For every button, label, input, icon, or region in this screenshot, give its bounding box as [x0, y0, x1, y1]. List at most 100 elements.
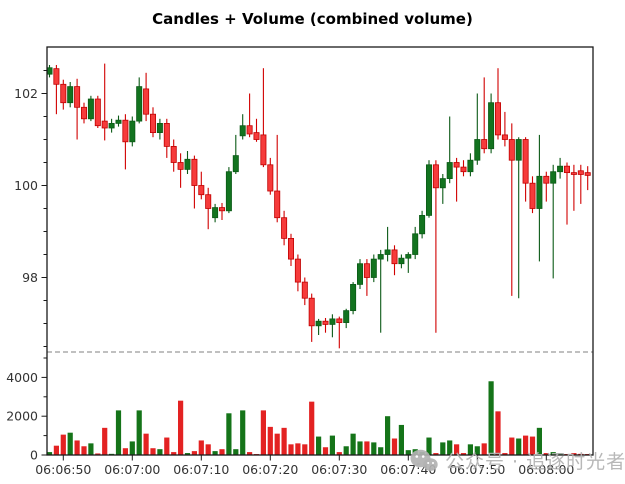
candle-body [494, 102, 501, 136]
volume-bar [523, 435, 529, 455]
candle-body [94, 98, 101, 127]
volume-bar [53, 445, 59, 455]
volume-bar [516, 438, 522, 455]
volume-bar [460, 453, 467, 455]
candle-body [432, 164, 439, 189]
volume-bar [447, 440, 453, 455]
candle-body [564, 165, 571, 174]
volume-bar [198, 440, 204, 455]
volume-bar [74, 440, 80, 455]
volume-bar [488, 381, 494, 455]
candle-body [522, 139, 529, 184]
volume-tick-label: 2000 [6, 409, 38, 424]
volume-bar [426, 437, 432, 455]
volume-bar [412, 449, 418, 455]
volume-bar [247, 452, 253, 455]
volume-bar [129, 441, 135, 455]
volume-bar [164, 437, 170, 455]
candle-body [439, 178, 446, 189]
candle-body [391, 249, 398, 265]
plot-border [46, 46, 594, 456]
volume-bar [343, 446, 349, 455]
volume-bar [571, 453, 577, 455]
candle-body [212, 207, 219, 219]
candle-body [115, 119, 122, 124]
candle-body [184, 158, 191, 170]
candle-body [474, 139, 481, 161]
volume-tick-label: 4000 [6, 370, 38, 385]
candle-body [67, 86, 74, 104]
candle-body [198, 185, 205, 196]
volume-bar [267, 426, 273, 455]
volume-bar [219, 449, 225, 455]
candle-body [274, 190, 281, 219]
volume-bar [260, 410, 266, 455]
x-tick-label: 06:07:20 [242, 462, 298, 477]
volume-bar [529, 436, 536, 455]
volume-bar [309, 401, 315, 455]
candle-body [101, 120, 108, 129]
candles [46, 63, 591, 349]
volume-bar [88, 443, 94, 455]
candle-body [218, 207, 225, 212]
candle-body [405, 254, 412, 259]
candle-body [550, 171, 557, 184]
candle-body [122, 119, 129, 143]
candle-body [81, 106, 88, 120]
candle-body [170, 145, 177, 163]
axes: 102 100 98 4000 2000 006:06:50 06:07:00 06:07:1… [6, 70, 574, 477]
volume-bar [102, 427, 108, 455]
candle-body [136, 86, 143, 122]
candle-body [336, 318, 343, 323]
candle-body [536, 175, 543, 209]
volume-bar [316, 436, 322, 455]
candle-body [232, 155, 239, 173]
candle-body [384, 249, 391, 255]
candle-body [370, 258, 377, 278]
volume-bar [550, 452, 556, 455]
volume-bar [136, 410, 142, 455]
volume-bar [60, 434, 66, 455]
candle-body [398, 257, 405, 265]
volume-bar [536, 427, 542, 455]
candle-body [205, 194, 212, 209]
volume-bar [509, 437, 515, 455]
x-tick-label: 06:07:30 [311, 462, 367, 477]
candle-body [87, 98, 94, 120]
volume-bar [398, 424, 404, 455]
volume-bar [502, 453, 508, 455]
volume-bar [467, 444, 473, 455]
candle-body [260, 134, 267, 166]
chart-title: Candles + Volume (combined volume) [152, 10, 473, 28]
candle-body [350, 283, 357, 312]
volume-bar [205, 444, 211, 455]
candle-body [156, 123, 163, 134]
volume-bar [46, 452, 53, 455]
candle-body [287, 237, 294, 260]
volume-bar [226, 413, 232, 455]
candle-body [308, 297, 315, 327]
candle-body [108, 123, 115, 129]
candle-body [53, 68, 60, 85]
volume-bar [474, 446, 480, 455]
candle-body [570, 172, 577, 175]
candle-body [363, 263, 370, 278]
volume-bar [329, 435, 335, 455]
candle-body [515, 139, 522, 161]
volume-bar [115, 410, 122, 455]
volume-bar [191, 451, 197, 455]
candle-body [163, 123, 170, 147]
volume-bar [240, 410, 246, 455]
volume-bar [81, 446, 87, 455]
candle-body [446, 162, 453, 180]
candle-body [419, 214, 426, 235]
volume-bar [150, 448, 156, 455]
candle-body [467, 159, 474, 173]
candle-body [488, 102, 495, 150]
volume-bar [281, 427, 287, 455]
candle-body [225, 171, 232, 212]
volume-bar [391, 438, 398, 455]
candle-body [267, 164, 274, 192]
x-tick-label: 06:07:00 [104, 462, 160, 477]
